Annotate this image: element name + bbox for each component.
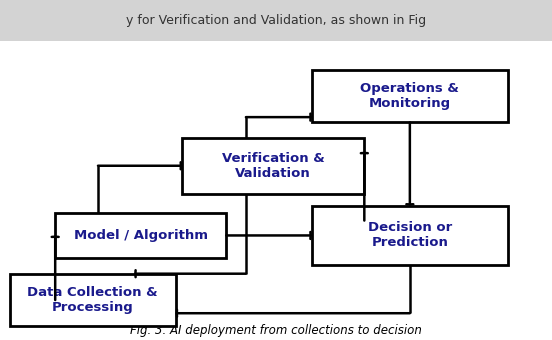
FancyBboxPatch shape xyxy=(312,206,508,265)
FancyBboxPatch shape xyxy=(312,70,508,122)
FancyBboxPatch shape xyxy=(55,212,226,258)
Text: Fig. 3. AI deployment from collections to decision: Fig. 3. AI deployment from collections t… xyxy=(130,324,422,337)
Text: Data Collection &
Processing: Data Collection & Processing xyxy=(28,286,158,314)
Text: Verification &
Validation: Verification & Validation xyxy=(222,152,325,180)
Text: Model / Algorithm: Model / Algorithm xyxy=(74,229,208,242)
Text: y for Verification and Validation, as shown in Fig: y for Verification and Validation, as sh… xyxy=(126,14,426,27)
Text: Operations &
Monitoring: Operations & Monitoring xyxy=(360,82,459,110)
Bar xyxy=(0,0,552,41)
Text: Decision or
Prediction: Decision or Prediction xyxy=(368,221,452,250)
FancyBboxPatch shape xyxy=(182,138,364,194)
FancyBboxPatch shape xyxy=(10,274,176,326)
